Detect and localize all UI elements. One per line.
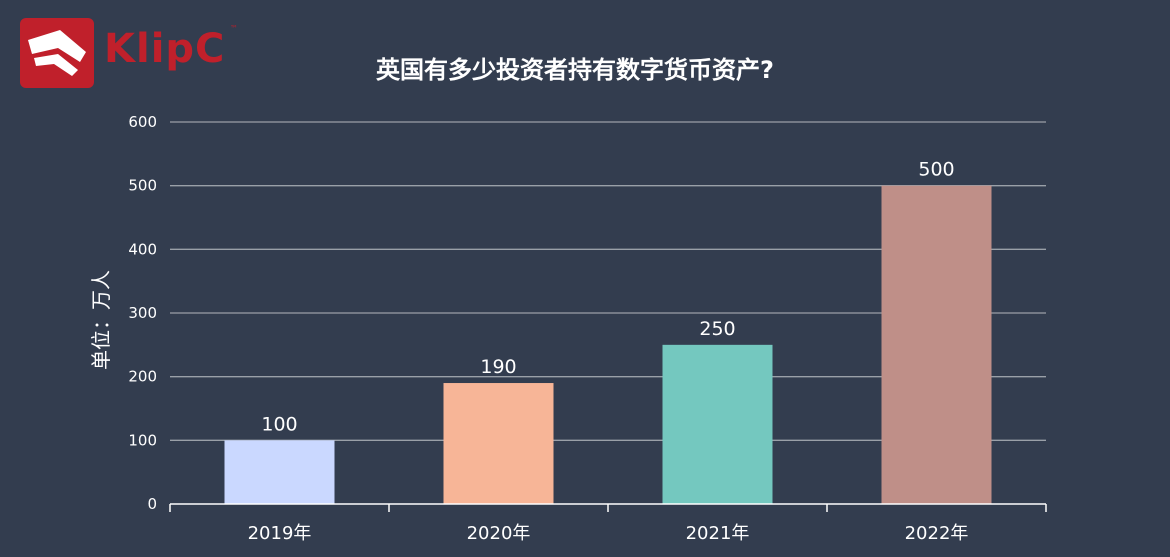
y-tick-label: 100	[128, 431, 157, 449]
logo-text: KlipC	[104, 26, 226, 72]
y-tick-label: 0	[147, 495, 157, 513]
data-label: 250	[699, 318, 735, 340]
logo-emblem-icon	[20, 18, 94, 88]
x-tick-label: 2019年	[248, 523, 312, 544]
y-tick-label: 300	[128, 304, 157, 322]
data-label: 100	[261, 413, 297, 435]
chart-title: 英国有多少投资者持有数字货币资产?	[376, 56, 774, 84]
y-tick-label: 200	[128, 368, 157, 386]
x-tick-label: 2021年	[686, 523, 750, 544]
y-tick-label: 400	[128, 240, 157, 258]
data-label: 190	[480, 356, 516, 378]
bar	[224, 440, 335, 504]
bar	[662, 344, 773, 504]
logo-trademark: ™	[230, 24, 238, 33]
bar	[443, 383, 554, 504]
x-tick-label: 2020年	[467, 523, 531, 544]
y-axis-label: 单位：万人	[89, 270, 113, 370]
klipc-logo: KlipC ™	[20, 18, 245, 90]
x-tick-label: 2022年	[905, 523, 969, 544]
bar	[881, 185, 992, 504]
data-label: 500	[918, 159, 954, 181]
y-tick-label: 500	[128, 177, 157, 195]
y-tick-label: 600	[128, 113, 157, 131]
